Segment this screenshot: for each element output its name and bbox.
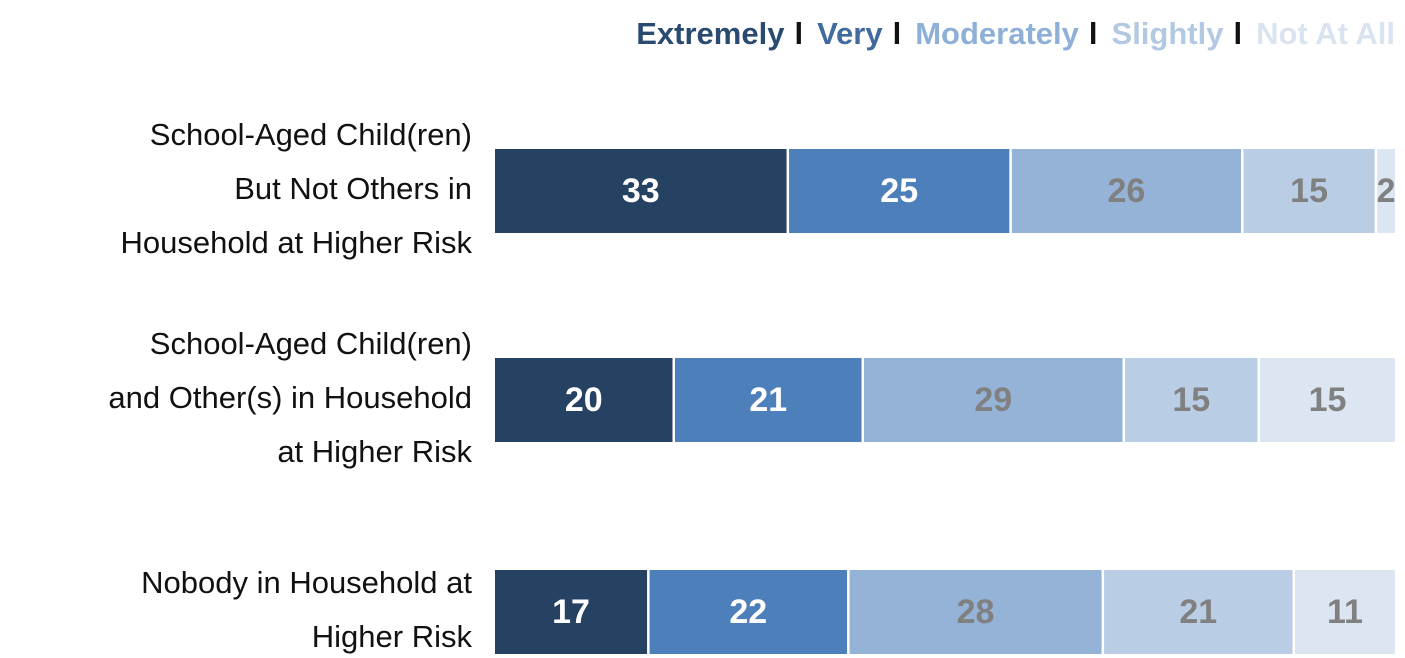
data-label-extremely: 33 bbox=[622, 172, 660, 210]
legend-item-slightly: Slightly bbox=[1112, 16, 1225, 51]
bar-segment-not-at-all bbox=[1377, 149, 1395, 233]
category-label: Nobody in Household at Higher Risk bbox=[141, 565, 472, 654]
category-label-line: and Other(s) in Household bbox=[108, 380, 472, 415]
legend-separator: l bbox=[794, 16, 803, 51]
bar-segment-very bbox=[675, 358, 862, 442]
category-label-line: School-Aged Child(ren) bbox=[150, 117, 472, 152]
data-label-very: 25 bbox=[880, 172, 918, 210]
category-label-line: at Higher Risk bbox=[277, 434, 472, 469]
legend-text: Extremely l Very l Moderately l Slightly l Not A… bbox=[636, 16, 1395, 51]
bar-segment-moderately bbox=[849, 570, 1102, 654]
bar-segment-very bbox=[789, 149, 1010, 233]
bar-segment-moderately bbox=[1011, 149, 1242, 233]
category-label-line: Nobody in Household at bbox=[141, 565, 472, 600]
category-label-line: But Not Others in bbox=[234, 171, 472, 206]
legend-separator: l bbox=[1233, 16, 1242, 51]
data-label-not-at-all: 15 bbox=[1309, 381, 1347, 419]
legend-separator: l bbox=[1089, 16, 1098, 51]
data-label-moderately: 28 bbox=[957, 593, 995, 631]
category-label: School-Aged Child(ren) and Other(s) in Ho… bbox=[108, 326, 472, 469]
bar-segment-slightly bbox=[1125, 358, 1258, 442]
data-label-not-at-all: 11 bbox=[1327, 593, 1363, 631]
category-label-line: School-Aged Child(ren) bbox=[150, 326, 472, 361]
data-label-extremely: 20 bbox=[565, 381, 603, 419]
data-label-slightly: 15 bbox=[1290, 172, 1328, 210]
bar-segment-not-at-all bbox=[1260, 358, 1395, 442]
legend-item-not-at-all: Not At All bbox=[1256, 16, 1395, 51]
legend-separator: l bbox=[893, 16, 902, 51]
data-label-extremely: 17 bbox=[552, 593, 590, 631]
data-label-not-at-all: 2 bbox=[1377, 172, 1396, 210]
category-label-line: Higher Risk bbox=[312, 619, 473, 654]
data-label-slightly: 15 bbox=[1172, 381, 1210, 419]
data-label-slightly: 21 bbox=[1179, 593, 1217, 631]
data-label-very: 22 bbox=[729, 593, 767, 631]
bar-segment-slightly bbox=[1243, 149, 1375, 233]
bar-segment-extremely bbox=[495, 358, 673, 442]
legend-item-moderately: Moderately bbox=[915, 16, 1079, 51]
category-label: School-Aged Child(ren) But Not Others in H… bbox=[120, 117, 472, 260]
bar-area: 33 25 26 15 2 20 21 29 15 15 17 22 28 21 11 bbox=[495, 149, 1396, 654]
category-label-line: Household at Higher Risk bbox=[120, 225, 472, 260]
data-label-very: 21 bbox=[749, 381, 787, 419]
bar-segment-extremely bbox=[495, 570, 648, 654]
chart-legend: Extremely l Very l Moderately l Slightly l Not A… bbox=[636, 16, 1395, 51]
bar-segment-moderately bbox=[864, 358, 1123, 442]
legend-item-extremely: Extremely bbox=[636, 16, 785, 51]
legend-item-very: Very bbox=[817, 16, 883, 51]
data-label-moderately: 29 bbox=[974, 381, 1012, 419]
bar-segment-not-at-all bbox=[1295, 570, 1395, 654]
bar-segment-slightly bbox=[1104, 570, 1293, 654]
bar-segment-extremely bbox=[495, 149, 787, 233]
bar-segment-very bbox=[649, 570, 848, 654]
data-label-moderately: 26 bbox=[1108, 172, 1146, 210]
category-labels: School-Aged Child(ren) But Not Others in H… bbox=[108, 117, 472, 654]
